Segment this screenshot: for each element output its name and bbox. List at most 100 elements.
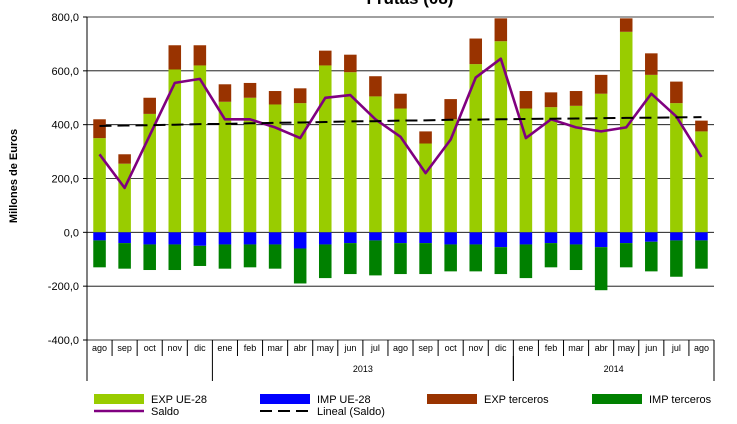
bar-exp-terceros <box>544 92 558 108</box>
bar-imp-ue-28 <box>193 232 207 246</box>
trendline <box>99 116 702 127</box>
legend-label: Lineal (Saldo) <box>317 406 385 418</box>
legend-item: EXP terceros <box>427 394 549 406</box>
y-tick-label: -400,0 <box>48 335 79 347</box>
bar-imp-terceros <box>444 244 457 272</box>
bar-imp-terceros <box>369 240 382 276</box>
bar-exp-terceros <box>494 18 508 42</box>
y-tick-label: 600,0 <box>51 66 79 78</box>
bar-exp-terceros <box>569 91 583 106</box>
bar-imp-ue-28 <box>519 232 533 245</box>
bar-exp-terceros <box>344 54 357 73</box>
bar-imp-terceros <box>394 243 407 275</box>
bar-imp-terceros <box>494 247 508 275</box>
x-tick-label: may <box>618 343 636 353</box>
bar-imp-terceros <box>168 244 182 271</box>
bar-exp-terceros <box>168 45 182 70</box>
legend-swatch <box>427 394 477 404</box>
bar-exp-ue-28 <box>118 163 131 233</box>
bar-imp-terceros <box>544 243 558 268</box>
bar-imp-ue-28 <box>168 232 182 245</box>
legend: EXP UE-28 IMP UE-28 EXP terceros IMP tercer… <box>94 394 712 418</box>
bar-imp-ue-28 <box>695 232 708 241</box>
bar-imp-ue-28 <box>143 232 156 245</box>
x-tick-label: jun <box>343 343 356 353</box>
bar-exp-ue-28 <box>594 93 608 233</box>
x-tick-label: dic <box>495 343 507 353</box>
bar-imp-ue-28 <box>118 232 131 244</box>
bar-imp-ue-28 <box>645 232 658 242</box>
bar-exp-terceros <box>394 93 407 109</box>
bar-exp-terceros <box>619 18 633 32</box>
bar-exp-terceros <box>93 119 106 139</box>
x-tick-label: abr <box>595 343 608 353</box>
bar-imp-terceros <box>419 243 432 275</box>
x-tick-label: ago <box>694 343 709 353</box>
legend-label: EXP UE-28 <box>151 394 207 406</box>
bar-exp-ue-28 <box>569 105 583 233</box>
bar-exp-terceros <box>519 91 533 109</box>
bar-imp-ue-28 <box>268 232 282 245</box>
bar-exp-ue-28 <box>168 69 182 233</box>
legend-swatch <box>94 394 144 404</box>
x-tick-label: jul <box>671 343 681 353</box>
bar-exp-terceros <box>193 45 207 66</box>
bar-imp-ue-28 <box>344 232 357 244</box>
chart-title: Frutas (08) <box>367 0 454 8</box>
bar-imp-terceros <box>619 243 633 268</box>
bar-imp-terceros <box>469 244 483 272</box>
legend-item: IMP UE-28 <box>260 394 371 406</box>
legend-swatch <box>592 394 642 404</box>
x-tick-label: oct <box>445 343 458 353</box>
bar-exp-ue-28 <box>218 101 232 233</box>
bar-exp-terceros <box>444 99 457 120</box>
bar-exp-terceros <box>293 88 307 104</box>
legend-swatch <box>260 394 310 404</box>
legend-label: EXP terceros <box>484 394 549 406</box>
bar-imp-ue-28 <box>494 232 508 248</box>
bar-exp-ue-28 <box>519 108 533 233</box>
x-tick-label: sep <box>418 343 433 353</box>
x-tick-label: feb <box>244 343 257 353</box>
bar-exp-ue-28 <box>344 72 357 233</box>
bar-exp-ue-28 <box>444 119 457 233</box>
bar-imp-ue-28 <box>218 232 232 245</box>
bar-exp-terceros <box>645 53 658 75</box>
bar-exp-ue-28 <box>143 113 156 233</box>
bar-imp-ue-28 <box>670 232 683 241</box>
bar-exp-terceros <box>118 154 131 164</box>
bar-exp-terceros <box>268 91 282 105</box>
x-tick-label: feb <box>545 343 558 353</box>
y-tick-label: 800,0 <box>51 12 79 24</box>
x-tick-label: ago <box>393 343 408 353</box>
y-axis-title: Millones de Euros <box>8 129 20 223</box>
bar-imp-terceros <box>569 244 583 271</box>
legend-item: EXP UE-28 <box>94 394 207 406</box>
bar-exp-ue-28 <box>544 107 558 233</box>
bar-exp-ue-28 <box>695 131 708 233</box>
year-label: 2013 <box>353 364 373 374</box>
bar-imp-ue-28 <box>569 232 583 245</box>
legend-label: IMP UE-28 <box>317 394 371 406</box>
bar-imp-ue-28 <box>444 232 457 245</box>
legend-label: Saldo <box>151 406 179 418</box>
bar-exp-ue-28 <box>369 96 382 233</box>
bar-imp-ue-28 <box>419 232 432 244</box>
bar-imp-terceros <box>594 247 608 291</box>
bar-exp-ue-28 <box>419 143 432 233</box>
x-tick-label: mar <box>568 343 584 353</box>
bar-exp-terceros <box>369 76 382 97</box>
bar-exp-terceros <box>218 84 232 102</box>
bar-imp-terceros <box>243 244 257 268</box>
bar-exp-ue-28 <box>469 64 483 233</box>
bar-imp-ue-28 <box>93 232 106 241</box>
bar-exp-ue-28 <box>243 97 257 233</box>
bar-exp-terceros <box>318 50 332 66</box>
bar-imp-terceros <box>143 244 156 271</box>
bar-exp-ue-28 <box>670 103 683 233</box>
bar-exp-ue-28 <box>268 104 282 233</box>
legend-item: Saldo <box>94 406 179 418</box>
x-tick-label: ago <box>92 343 107 353</box>
